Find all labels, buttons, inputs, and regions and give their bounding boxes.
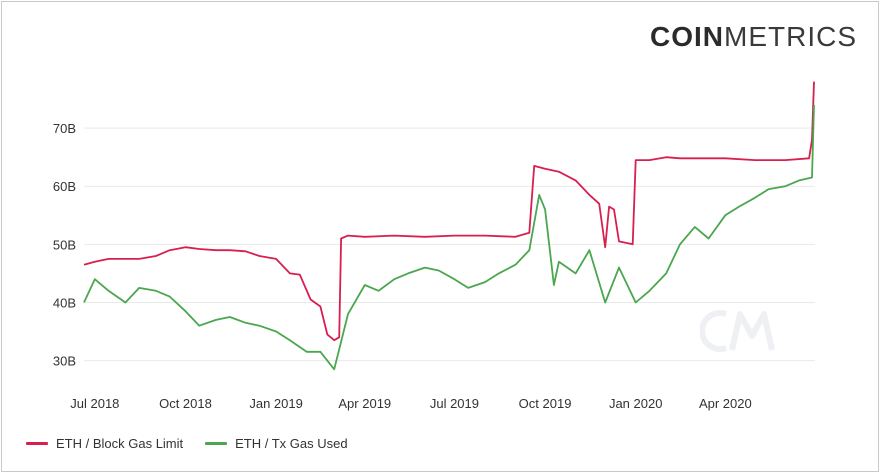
logo-light-text: METRICS xyxy=(724,21,857,52)
x-tick-label: Apr 2020 xyxy=(699,396,752,411)
x-tick-label: Jan 2020 xyxy=(609,396,663,411)
legend-item-tx-gas-used[interactable]: ETH / Tx Gas Used xyxy=(205,436,348,451)
y-tick-label: 30B xyxy=(53,354,76,369)
y-tick-label: 40B xyxy=(53,295,76,310)
logo-bold-text: COIN xyxy=(650,21,724,52)
series-lines xyxy=(83,81,815,371)
series-line-block-gas-limit[interactable] xyxy=(83,81,815,342)
x-tick-label: Apr 2019 xyxy=(338,396,391,411)
y-tick-label: 60B xyxy=(53,179,76,194)
x-tick-label: Oct 2018 xyxy=(159,396,212,411)
chart-legend: ETH / Block Gas Limit ETH / Tx Gas Used xyxy=(26,436,370,451)
x-tick-label: Jan 2019 xyxy=(249,396,303,411)
gridlines xyxy=(84,127,815,362)
legend-label-block-gas-limit: ETH / Block Gas Limit xyxy=(56,436,184,451)
coinmetrics-logo: COINMETRICS xyxy=(650,20,857,54)
legend-item-block-gas-limit[interactable]: ETH / Block Gas Limit xyxy=(26,436,183,451)
legend-swatch-block-gas-limit xyxy=(26,442,48,445)
x-tick-label: Jul 2019 xyxy=(430,396,479,411)
x-axis-ticks: Jul 2018 Oct 2018 Jan 2019 Apr 2019 Jul 2019… xyxy=(70,396,751,411)
cm-watermark-icon xyxy=(700,310,775,352)
y-tick-label: 70B xyxy=(53,121,76,136)
series-line-tx-gas-used[interactable] xyxy=(83,104,815,371)
y-tick-label: 50B xyxy=(53,237,76,252)
x-tick-label: Oct 2019 xyxy=(519,396,572,411)
legend-swatch-tx-gas-used xyxy=(205,442,228,445)
x-tick-label: Jul 2018 xyxy=(70,396,119,411)
legend-label-tx-gas-used: ETH / Tx Gas Used xyxy=(235,436,348,451)
y-axis-ticks: 30B 40B 50B 60B 70B xyxy=(53,121,76,368)
